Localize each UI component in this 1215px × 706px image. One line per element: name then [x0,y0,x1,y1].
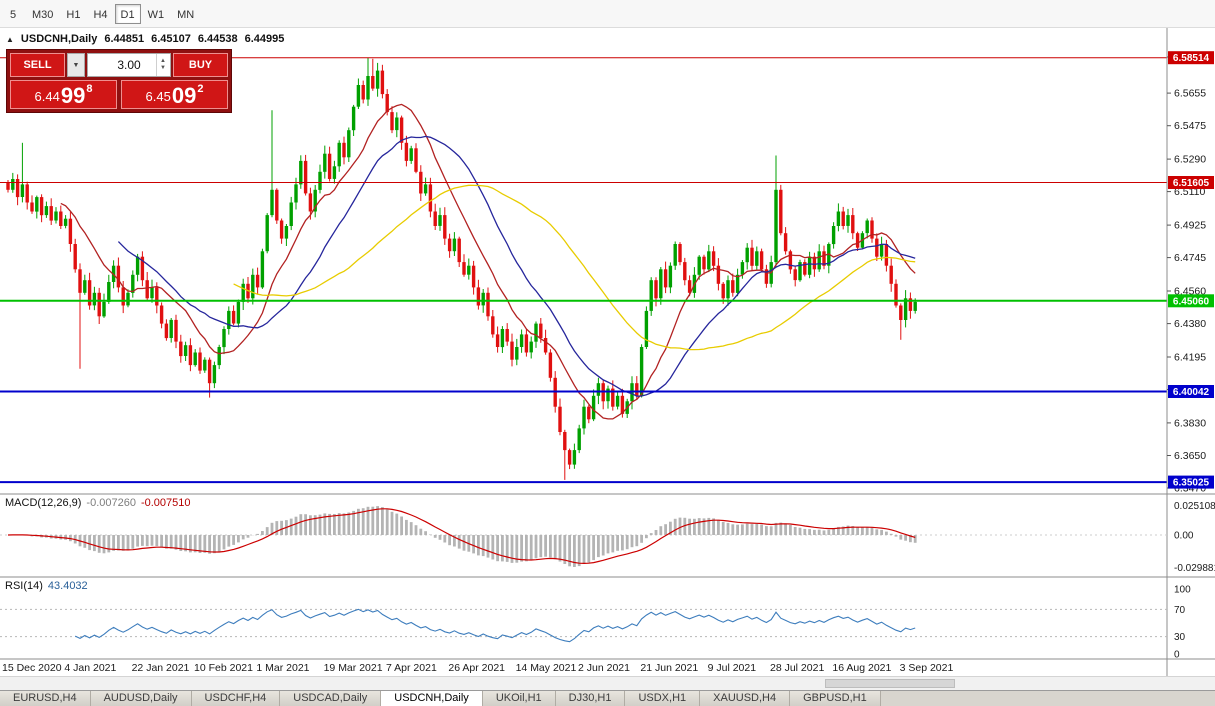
svg-text:6.5655: 6.5655 [1174,88,1206,100]
chart-tab-eurusd-h4[interactable]: EURUSD,H4 [0,691,91,706]
svg-text:6.51605: 6.51605 [1173,178,1210,189]
volume-stepper: ▲ ▼ [156,54,169,76]
chart-tab-gbpusd-h1[interactable]: GBPUSD,H1 [790,691,881,706]
svg-text:0: 0 [1174,650,1180,661]
svg-text:30: 30 [1174,632,1186,643]
volume-value: 3.00 [117,58,141,72]
timeframe-toolbar: 5 M30 H1 H4 D1 W1 MN [0,0,1215,28]
timeframe-button-mn[interactable]: MN [177,8,195,21]
timeframe-button-h1[interactable]: H1 [66,8,81,21]
svg-text:0.00: 0.00 [1174,531,1194,542]
svg-text:10 Feb 2021: 10 Feb 2021 [194,662,253,674]
bid-price-big: 99 [60,83,86,108]
svg-text:-0.029881: -0.029881 [1174,563,1215,574]
volume-dropdown-button[interactable]: ▼ [67,53,85,77]
chart-tab-bar: EURUSD,H4 AUDUSD,Daily USDCHF,H4 USDCAD,Dai… [0,690,1215,706]
svg-text:6.4745: 6.4745 [1174,252,1206,264]
svg-text:70: 70 [1174,605,1186,616]
chart-tab-ukoil-h1[interactable]: UKOil,H1 [482,691,556,706]
bid-price-display[interactable]: 6.44 99 8 [10,80,117,109]
svg-text:9 Jul 2021: 9 Jul 2021 [708,662,757,674]
rsi-name: RSI(14) [5,580,43,592]
svg-text:6.35025: 6.35025 [1173,478,1210,489]
chart-tab-usdchf-h4[interactable]: USDCHF,H4 [191,691,281,706]
macd-label: MACD(12,26,9) -0.007260 -0.007510 [5,497,191,509]
ohlc-low: 6.44538 [197,33,238,45]
chart-symbol-label: USDCNH,Daily [20,33,98,45]
timeframe-button-w1[interactable]: W1 [147,8,165,21]
ask-price-pip: 2 [197,83,204,95]
timeframe-button-m5[interactable]: 5 [9,8,17,21]
svg-text:6.5475: 6.5475 [1174,120,1206,132]
chart-header: ▲ USDCNH,Daily 6.44851 6.45107 6.44538 6… [6,33,284,45]
panel-separators [0,28,1215,676]
chart-tab-dj30-h1[interactable]: DJ30,H1 [555,691,626,706]
svg-text:6.3650: 6.3650 [1174,450,1206,462]
svg-text:6.3830: 6.3830 [1174,417,1206,429]
volume-input[interactable]: 3.00 ▲ ▼ [87,53,171,77]
svg-text:28 Jul 2021: 28 Jul 2021 [770,662,824,674]
sell-button[interactable]: SELL [10,53,65,77]
timeframe-button-h4[interactable]: H4 [93,8,108,21]
chart-tab-audusd-daily[interactable]: AUDUSD,Daily [90,691,192,706]
ohlc-high: 6.45107 [151,33,191,45]
buy-button[interactable]: BUY [173,53,228,77]
svg-text:4 Jan 2021: 4 Jan 2021 [64,662,116,674]
svg-text:6.4380: 6.4380 [1174,318,1206,330]
rsi-value: 43.4032 [47,580,88,592]
svg-text:7 Apr 2021: 7 Apr 2021 [386,662,437,674]
price-axis[interactable]: 6.58556.56556.54756.52906.51106.49256.47… [1167,51,1214,495]
svg-text:6.40042: 6.40042 [1173,387,1210,398]
svg-text:14 May 2021: 14 May 2021 [516,662,577,674]
svg-text:15 Dec 2020: 15 Dec 2020 [2,662,62,674]
horizontal-scrollbar-thumb[interactable] [825,679,955,688]
rsi-label: RSI(14) 43.4032 [5,580,88,592]
chart-tab-usdcad-daily[interactable]: USDCAD,Daily [280,691,382,706]
svg-text:100: 100 [1174,585,1191,596]
svg-text:3 Sep 2021: 3 Sep 2021 [900,662,954,674]
ask-price-big: 09 [171,83,197,108]
macd-indicator: 0.025108 0.00 -0.029881 [0,501,1215,574]
svg-text:6.4195: 6.4195 [1174,352,1206,364]
date-axis[interactable]: 15 Dec 2020 4 Jan 2021 22 Jan 2021 10 Feb 2… [2,662,953,674]
rsi-indicator: 100 70 30 0 [0,585,1191,661]
volume-down-icon[interactable]: ▼ [160,65,166,71]
ohlc-close: 6.44995 [244,33,285,45]
svg-text:6.5110: 6.5110 [1174,186,1205,198]
bid-price-prefix: 6.44 [34,89,60,104]
macd-value-1: -0.007260 [86,497,136,509]
svg-text:6.45060: 6.45060 [1173,296,1210,307]
svg-text:0.025108: 0.025108 [1174,501,1215,512]
macd-name: MACD(12,26,9) [5,497,82,509]
svg-text:21 Jun 2021: 21 Jun 2021 [640,662,698,674]
chart-tab-usdcnh-daily[interactable]: USDCNH,Daily [381,691,483,706]
timeframe-button-m30[interactable]: M30 [32,8,54,21]
timeframe-button-d1[interactable]: D1 [114,3,141,24]
chart-tab-usdx-h1[interactable]: USDX,H1 [625,691,701,706]
volume-up-icon[interactable]: ▲ [160,58,166,64]
candlestick-series [6,57,917,480]
macd-value-2: -0.007510 [140,497,191,509]
ohlc-open: 6.44851 [104,33,145,45]
svg-text:6.4925: 6.4925 [1174,220,1206,232]
svg-text:6.5290: 6.5290 [1174,154,1206,166]
svg-text:22 Jan 2021: 22 Jan 2021 [132,662,190,674]
svg-text:1 Mar 2021: 1 Mar 2021 [256,662,309,674]
ask-price-display[interactable]: 6.45 09 2 [121,80,228,109]
one-click-panel-toggle-icon[interactable]: ▲ [6,34,14,44]
svg-text:26 Apr 2021: 26 Apr 2021 [448,662,505,674]
bid-price-pip: 8 [86,83,93,95]
one-click-trading-panel: SELL ▼ 3.00 ▲ ▼ BUY 6.44 99 8 6.45 09 2 [6,49,232,113]
svg-text:6.58514: 6.58514 [1173,53,1210,64]
svg-text:2 Jun 2021: 2 Jun 2021 [578,662,630,674]
chart-tab-xauusd-h4[interactable]: XAUUSD,H4 [700,691,791,706]
horizontal-scrollbar[interactable] [0,676,1215,690]
ask-price-prefix: 6.45 [145,89,171,104]
svg-text:16 Aug 2021: 16 Aug 2021 [832,662,891,674]
svg-text:19 Mar 2021: 19 Mar 2021 [324,662,383,674]
moving-average-lines [60,103,916,420]
